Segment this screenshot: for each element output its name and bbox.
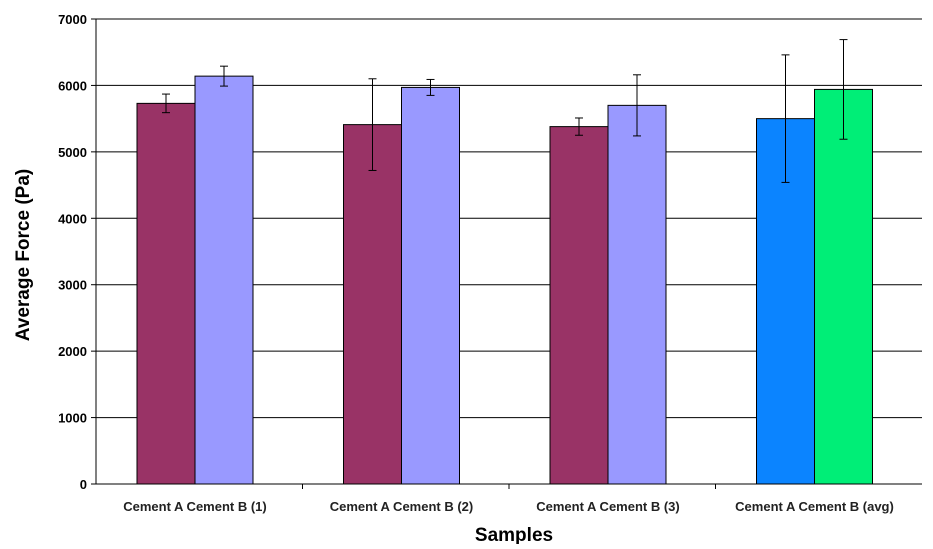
bar xyxy=(607,104,667,485)
y-tick-label: 3000 xyxy=(58,278,87,293)
bars-layer xyxy=(136,39,873,485)
bar xyxy=(814,88,873,485)
y-tick-label: 4000 xyxy=(58,211,87,226)
x-category-label: Cement A Cement B (2) xyxy=(330,499,474,514)
y-axis-title: Average Force (Pa) xyxy=(13,169,34,341)
y-tick-label: 7000 xyxy=(58,12,87,27)
x-axis-title: Samples xyxy=(475,525,553,544)
x-category-label: Cement A Cement B (3) xyxy=(536,499,680,514)
y-tick-label: 6000 xyxy=(58,78,87,93)
y-tick-label: 5000 xyxy=(58,145,87,160)
axis-layer: 0 1000 2000 3000 4000 5000 6000 7000 Cement A Ce… xyxy=(58,12,922,514)
bar xyxy=(549,126,609,485)
bar xyxy=(194,75,254,485)
bar xyxy=(136,102,196,485)
y-tick-label: 0 xyxy=(80,477,87,492)
x-category-label: Cement A Cement B (1) xyxy=(123,499,267,514)
bar xyxy=(343,124,402,485)
y-tick-label: 2000 xyxy=(58,344,87,359)
bar xyxy=(401,86,460,485)
y-tick-label: 1000 xyxy=(58,411,87,426)
x-category-label: Cement A Cement B (avg) xyxy=(735,499,894,514)
